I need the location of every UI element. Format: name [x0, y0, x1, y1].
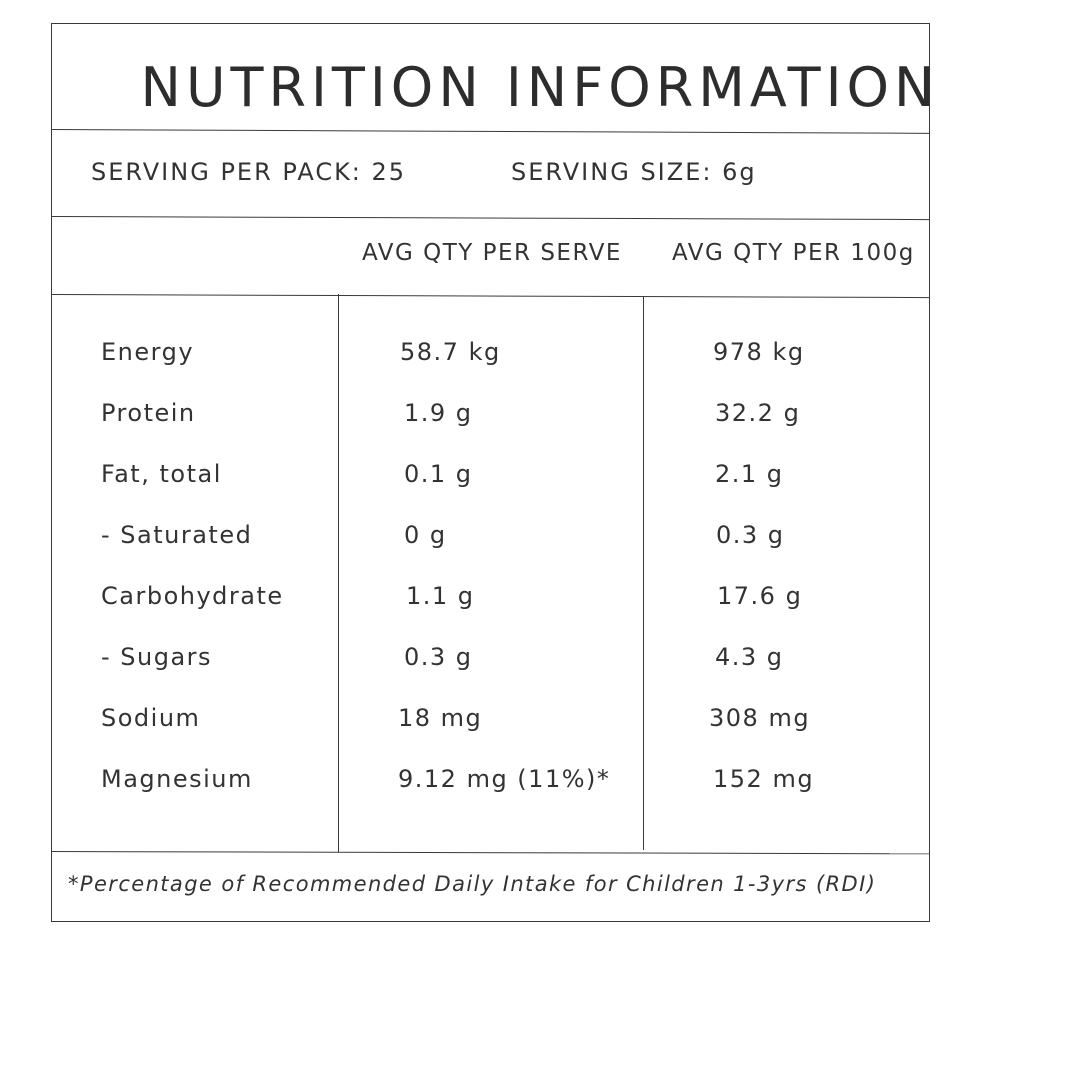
- nutrient-per-100g: 308 mg: [709, 704, 811, 732]
- nutrient-per-100g: 0.3 g: [716, 521, 785, 549]
- column-separator-right: [643, 296, 644, 850]
- nutrient-per-100g: 2.1 g: [715, 460, 784, 488]
- nutrient-per-100g: 17.6 g: [717, 582, 803, 610]
- serving-size: SERVING SIZE: 6g: [511, 158, 757, 186]
- nutrient-per-serve: 0.1 g: [404, 460, 473, 488]
- column-header-per-serve: AVG QTY PER SERVE: [362, 240, 622, 266]
- nutrient-name: Sodium: [101, 704, 201, 732]
- nutrient-name: Carbohydrate: [101, 582, 284, 610]
- nutrient-per-100g: 152 mg: [713, 765, 815, 793]
- nutrition-panel: [51, 23, 930, 922]
- nutrient-name: Fat, total: [101, 460, 222, 488]
- nutrient-name: Protein: [101, 399, 196, 427]
- nutrient-per-serve: 9.12 mg (11%)*: [398, 765, 611, 793]
- nutrient-per-100g: 978 kg: [713, 338, 805, 366]
- nutrient-per-100g: 32.2 g: [715, 399, 801, 427]
- nutrient-name: Energy: [101, 338, 195, 366]
- nutrient-name: - Saturated: [101, 521, 253, 549]
- servings-per-pack: SERVING PER PACK: 25: [91, 158, 407, 186]
- page-title: NUTRITION INFORMATION: [140, 56, 940, 119]
- nutrient-name: Magnesium: [101, 765, 253, 793]
- nutrient-per-serve: 1.9 g: [404, 399, 473, 427]
- rdi-footnote: *Percentage of Recommended Daily Intake …: [68, 872, 877, 896]
- column-header-per-100g: AVG QTY PER 100g: [672, 240, 915, 266]
- nutrient-per-serve: 0.3 g: [404, 643, 473, 671]
- nutrient-name: - Sugars: [101, 643, 213, 671]
- nutrient-per-serve: 18 mg: [398, 704, 483, 732]
- nutrient-per-serve: 58.7 kg: [400, 338, 501, 366]
- nutrient-per-serve: 1.1 g: [406, 582, 475, 610]
- column-separator-left: [338, 294, 339, 852]
- nutrient-per-100g: 4.3 g: [715, 643, 784, 671]
- nutrient-per-serve: 0 g: [404, 521, 447, 549]
